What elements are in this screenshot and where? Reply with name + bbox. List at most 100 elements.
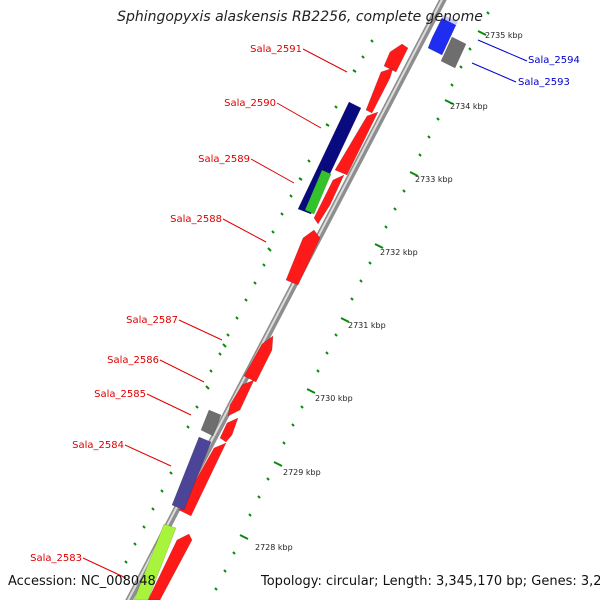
- inner-tick: [361, 55, 365, 59]
- gene-label-sala-2591[interactable]: Sala_2591: [250, 44, 302, 55]
- scale-tick: [368, 261, 372, 265]
- gene-sala-2583[interactable]: [133, 523, 177, 600]
- gene-sala-2585-grey[interactable]: [200, 409, 222, 437]
- inner-tick: [271, 230, 275, 234]
- scale-tick: [316, 369, 320, 373]
- scale-tick: [468, 47, 472, 51]
- inner-tick: [334, 105, 338, 109]
- gene-sala-2591-b[interactable]: [365, 67, 394, 114]
- scale-tick: [374, 243, 384, 249]
- gene-sala-2590[interactable]: [297, 101, 362, 215]
- scale-label-2735: 2735 kbp: [485, 31, 523, 40]
- inner-tick: [133, 542, 137, 546]
- scale-tick: [325, 351, 329, 355]
- gene-sala-2586[interactable]: [227, 379, 255, 417]
- scale-tick: [350, 297, 354, 301]
- gene-sala-2593[interactable]: [440, 36, 467, 69]
- inner-tick: [352, 69, 357, 73]
- scale-tick: [384, 225, 388, 229]
- leader-line-sala-2587: [178, 319, 223, 341]
- scale-tick: [282, 441, 286, 445]
- inner-tick: [262, 263, 266, 267]
- gene-sala-2594[interactable]: [427, 17, 457, 56]
- gene-label-sala-2586[interactable]: Sala_2586: [107, 355, 159, 366]
- inner-tick: [289, 194, 293, 198]
- inner-tick: [218, 352, 222, 356]
- scale-tick: [477, 30, 487, 36]
- scale-tick: [409, 171, 419, 177]
- scale-tick: [359, 279, 363, 283]
- gene-sala-2583-red[interactable]: [147, 533, 193, 600]
- inner-tick: [195, 405, 199, 409]
- leader-line-sala-2591: [302, 48, 348, 73]
- scale-tick: [306, 388, 316, 394]
- scale-tick: [459, 65, 463, 69]
- inner-tick: [235, 316, 239, 320]
- scale-tick: [444, 99, 454, 105]
- gene-sala-2584[interactable]: [171, 436, 212, 511]
- leader-line-sala-2588: [222, 218, 267, 243]
- scale-label-2728: 2728 kbp: [255, 543, 293, 552]
- scale-tick: [486, 11, 490, 15]
- genome-summary-text: Topology: circular; Length: 3,345,170 bp…: [261, 574, 600, 589]
- gene-label-sala-2594[interactable]: Sala_2594: [528, 55, 580, 66]
- scale-tick: [402, 189, 406, 193]
- scale-tick: [239, 534, 249, 540]
- inner-tick: [205, 385, 210, 390]
- scale-tick: [291, 423, 295, 427]
- inner-tick: [160, 489, 164, 493]
- inner-tick: [186, 425, 190, 429]
- gene-sala-2587[interactable]: [243, 335, 274, 383]
- inner-tick: [226, 333, 230, 337]
- scale-tick: [223, 569, 227, 573]
- gene-label-sala-2588[interactable]: Sala_2588: [170, 214, 222, 225]
- leader-line-sala-2589: [250, 158, 295, 184]
- leader-line-sala-2593: [471, 62, 517, 83]
- scale-tick: [393, 207, 397, 211]
- scale-tick: [273, 461, 283, 467]
- gene-label-sala-2589[interactable]: Sala_2589: [198, 154, 250, 165]
- inner-tick: [325, 123, 330, 127]
- gene-red-left-2[interactable]: [313, 174, 345, 225]
- scale-label-2731: 2731 kbp: [348, 321, 386, 330]
- scale-label-2734: 2734 kbp: [450, 102, 488, 111]
- scale-tick: [300, 405, 304, 409]
- gene-sala-2588[interactable]: [285, 229, 321, 286]
- gene-red-left-1[interactable]: [334, 111, 379, 176]
- gene-label-sala-2584[interactable]: Sala_2584: [72, 440, 124, 451]
- leader-line-sala-2586: [159, 359, 205, 383]
- scale-label-2732: 2732 kbp: [380, 248, 418, 257]
- gene-label-sala-2593[interactable]: Sala_2593: [518, 77, 570, 88]
- inner-tick: [307, 159, 311, 163]
- gene-label-sala-2583[interactable]: Sala_2583: [30, 553, 82, 564]
- inner-tick: [244, 298, 248, 302]
- scale-label-2730: 2730 kbp: [315, 394, 353, 403]
- gene-sala-2589[interactable]: [304, 169, 332, 215]
- inner-tick: [370, 39, 374, 43]
- scale-label-2729: 2729 kbp: [283, 468, 321, 477]
- gene-label-sala-2587[interactable]: Sala_2587: [126, 315, 178, 326]
- scale-tick-marks: [214, 11, 490, 591]
- scale-tick: [450, 83, 454, 87]
- gene-sala-2594-shadow: [442, 15, 458, 25]
- inner-tick: [142, 525, 146, 529]
- scale-tick: [436, 117, 440, 121]
- inner-tick: [298, 177, 303, 181]
- leader-line-sala-2585: [146, 393, 192, 416]
- gene-label-sala-2590[interactable]: Sala_2590: [224, 98, 276, 109]
- inner-tick: [267, 247, 272, 252]
- accession-text: Accession: NC_008048: [8, 574, 156, 589]
- inner-tick: [222, 343, 227, 348]
- gene-sala-2591[interactable]: [383, 43, 409, 73]
- leader-line-sala-2584: [124, 444, 172, 467]
- gene-sala-2585[interactable]: [219, 417, 239, 443]
- gene-label-sala-2585[interactable]: Sala_2585: [94, 389, 146, 400]
- inner-tick: [280, 212, 284, 216]
- scale-tick: [232, 551, 236, 555]
- inner-tick-marks: [124, 39, 374, 564]
- scale-tick: [257, 495, 261, 499]
- inner-tick: [169, 471, 173, 475]
- scale-tick: [334, 333, 338, 337]
